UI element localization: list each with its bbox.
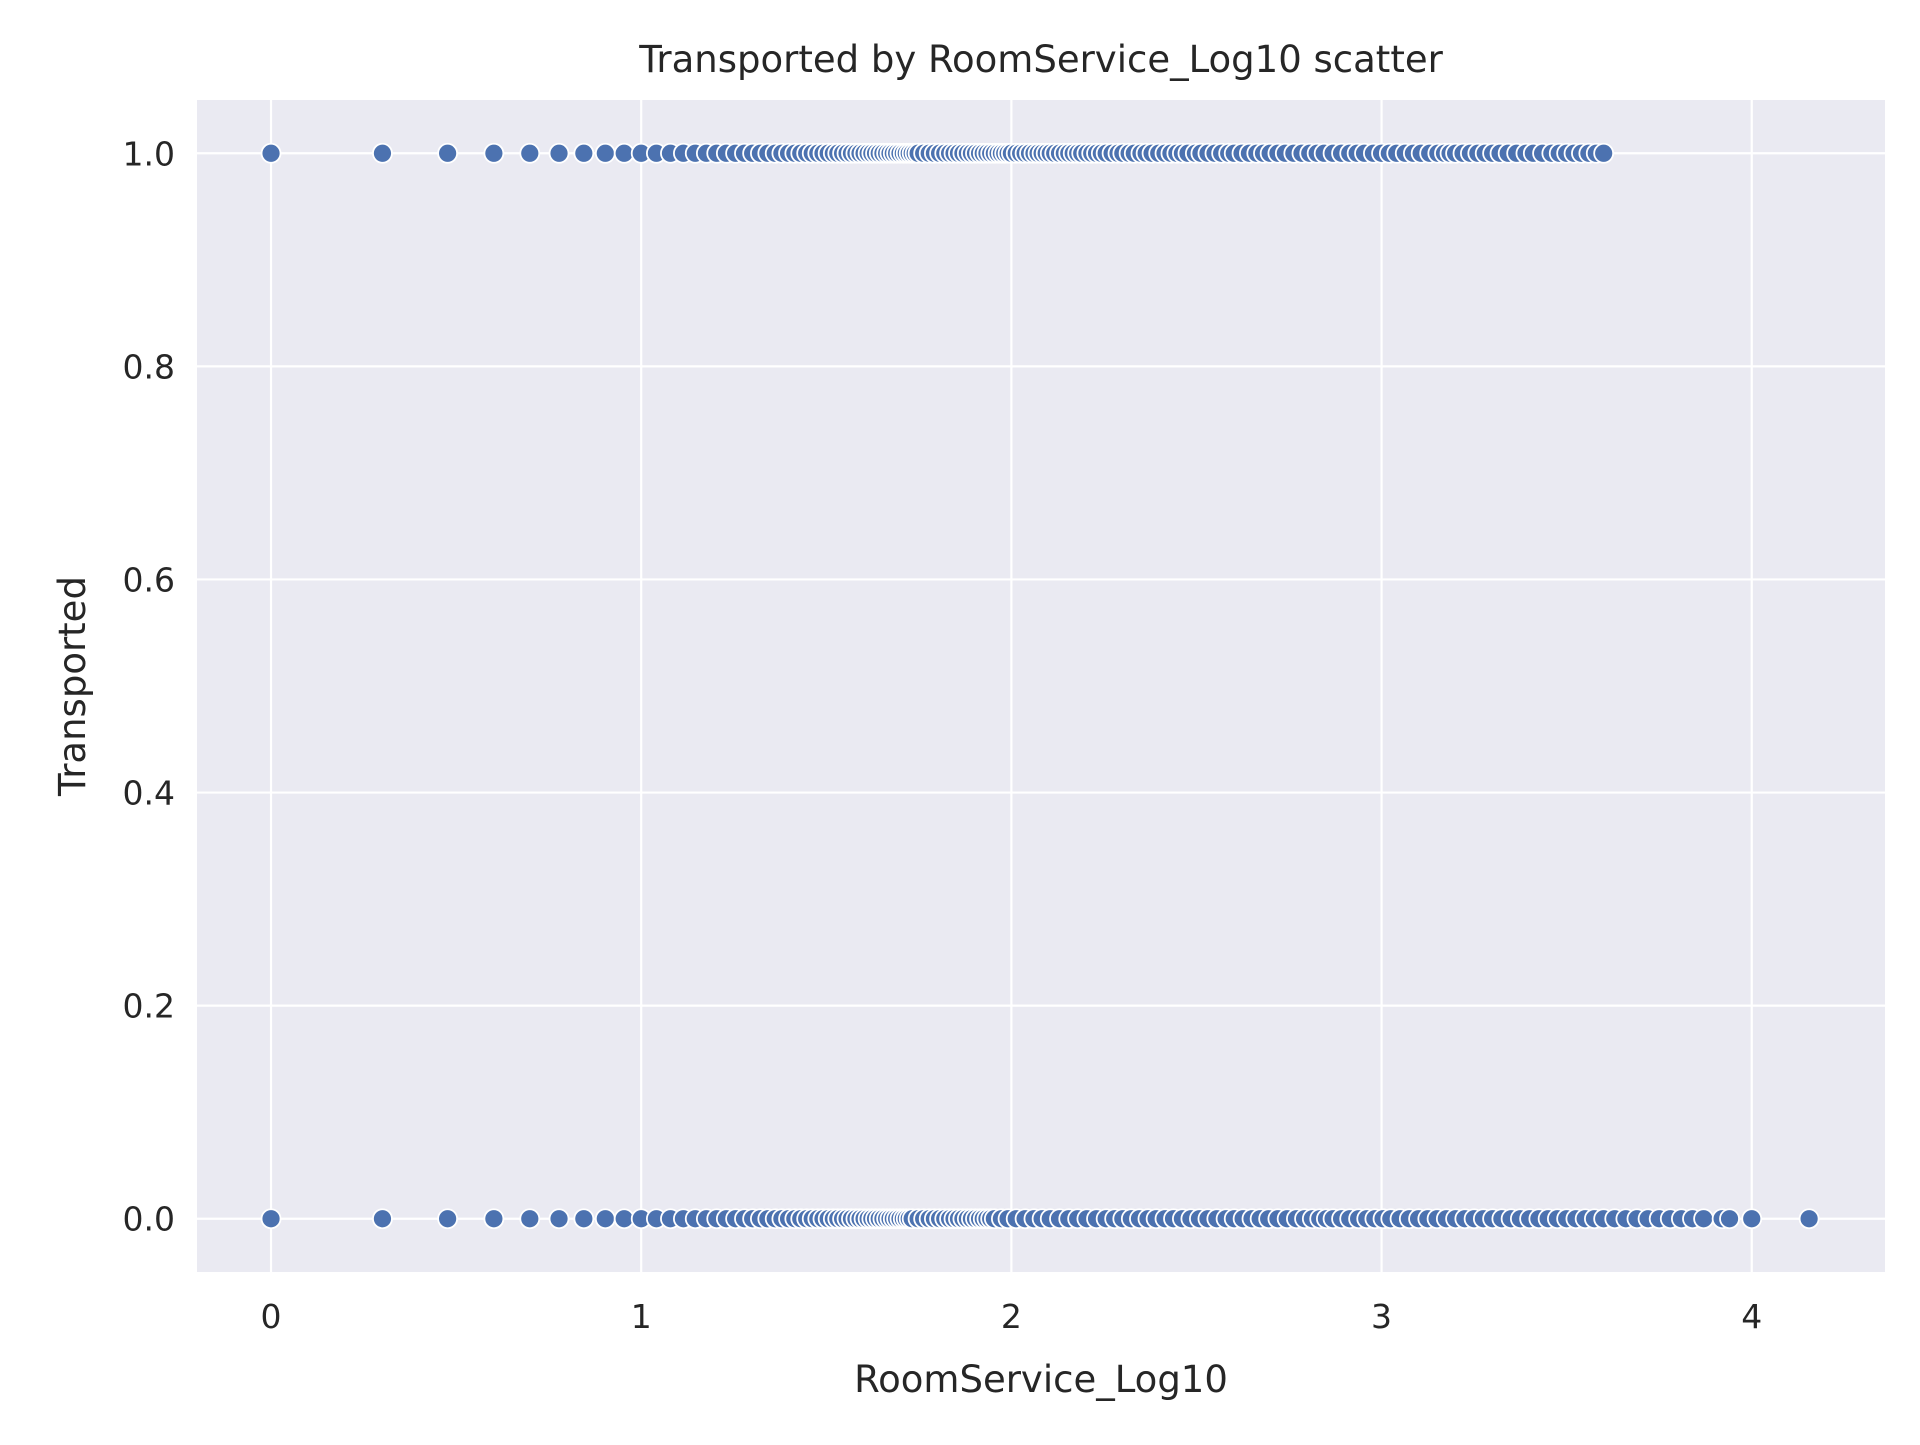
scatter-point — [519, 142, 541, 164]
scatter-point — [437, 142, 459, 164]
x-tick-labels: 0 1 2 3 4 — [261, 1297, 1763, 1336]
y-axis-label: Transported — [51, 576, 94, 797]
scatter-point — [372, 1208, 393, 1230]
scatter-point — [1741, 1208, 1763, 1230]
scatter-point — [260, 142, 282, 164]
scatter-point — [573, 1208, 595, 1230]
y-tick-label: 0.8 — [123, 347, 175, 386]
y-tick-label: 0.0 — [123, 1200, 175, 1239]
scatter-point — [1798, 1208, 1820, 1230]
y-tick-label: 0.4 — [123, 774, 175, 813]
scatter-point — [483, 1208, 505, 1230]
x-tick-label: 0 — [261, 1297, 282, 1336]
x-tick-label: 4 — [1741, 1297, 1762, 1336]
scatter-point — [372, 142, 393, 164]
scatter-point — [573, 142, 595, 164]
scatter-point — [548, 1208, 570, 1230]
x-tick-label: 2 — [1001, 1297, 1022, 1336]
scatter-point — [519, 1208, 541, 1230]
x-tick-label: 3 — [1371, 1297, 1392, 1336]
y-tick-labels: 0.0 0.2 0.4 0.6 0.8 1.0 — [123, 134, 175, 1238]
x-axis-label: RoomService_Log10 — [854, 1358, 1228, 1401]
data-points — [260, 142, 1820, 1230]
x-tick-label: 1 — [631, 1297, 652, 1336]
scatter-point — [594, 1208, 616, 1230]
y-tick-label: 0.2 — [123, 987, 175, 1026]
scatter-point — [1693, 1208, 1715, 1230]
y-tick-label: 1.0 — [123, 134, 175, 173]
scatter-point — [1719, 1208, 1740, 1230]
chart-title: Transported by RoomService_Log10 scatter — [638, 38, 1443, 81]
scatter-point — [483, 142, 505, 164]
y-tick-label: 0.6 — [123, 560, 175, 599]
scatter-point — [594, 142, 616, 164]
plot-area-background — [197, 100, 1885, 1272]
scatter-point — [437, 1208, 459, 1230]
scatter-point — [1593, 142, 1615, 164]
scatter-point — [260, 1208, 282, 1230]
scatter-point — [548, 142, 570, 164]
